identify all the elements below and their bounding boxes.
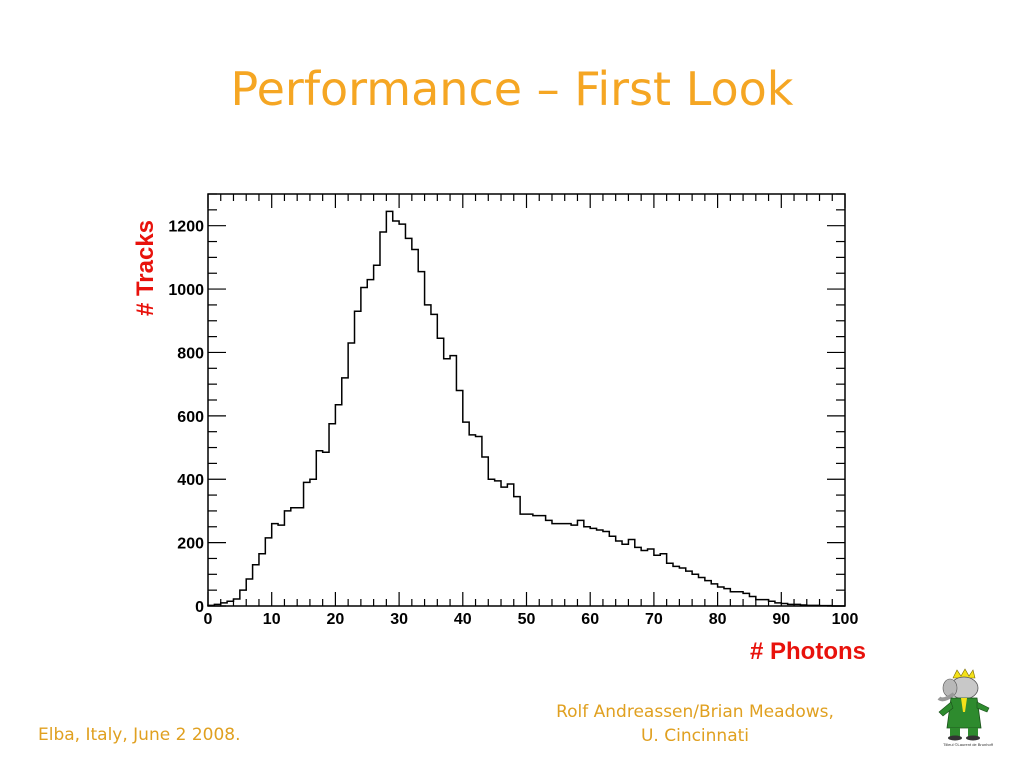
y-tick-label: 1200 — [168, 219, 204, 236]
x-tick-label: 30 — [390, 611, 408, 628]
x-tick-label: 0 — [204, 611, 213, 628]
footer-venue-date: Elba, Italy, June 2 2008. — [38, 725, 241, 745]
slide-title: Performance – First Look — [230, 62, 794, 116]
histogram-series-line — [207, 210, 845, 607]
x-tick-label: 70 — [645, 611, 663, 628]
footer-authors: Rolf Andreassen/Brian Meadows, U. Cincin… — [540, 700, 850, 748]
plot-frame — [207, 193, 846, 607]
x-axis-label: # Photons — [750, 638, 866, 665]
footer-authors-line2: U. Cincinnati — [640, 726, 750, 746]
axis-ticks — [207, 193, 846, 607]
y-axis-label: # Tracks — [132, 220, 159, 316]
x-tick-label: 40 — [454, 611, 472, 628]
mascot-caption: Tilleul ©Laurent de Brunhoff — [943, 742, 994, 747]
x-tick-label: 60 — [581, 611, 599, 628]
y-tick-label: 800 — [177, 345, 204, 362]
x-tick-label: 80 — [709, 611, 727, 628]
footer-authors-line1: Rolf Andreassen/Brian Meadows, — [556, 702, 834, 722]
tick-labels: 0 10 20 30 40 50 60 70 80 90 100020040060080010001… — [168, 219, 858, 628]
x-tick-label: 100 — [832, 611, 859, 628]
y-tick-label: 400 — [177, 472, 204, 489]
x-tick-label: 50 — [518, 611, 536, 628]
y-tick-label: 200 — [177, 536, 204, 553]
x-tick-label: 20 — [327, 611, 345, 628]
y-tick-label: 0 — [195, 599, 204, 616]
y-tick-label: 600 — [177, 409, 204, 426]
y-tick-label: 1000 — [168, 282, 204, 299]
x-tick-label: 10 — [263, 611, 281, 628]
babar-elephant-mascot-icon: Tilleul ©Laurent de Brunhoff — [937, 668, 994, 747]
x-tick-label: 90 — [772, 611, 790, 628]
